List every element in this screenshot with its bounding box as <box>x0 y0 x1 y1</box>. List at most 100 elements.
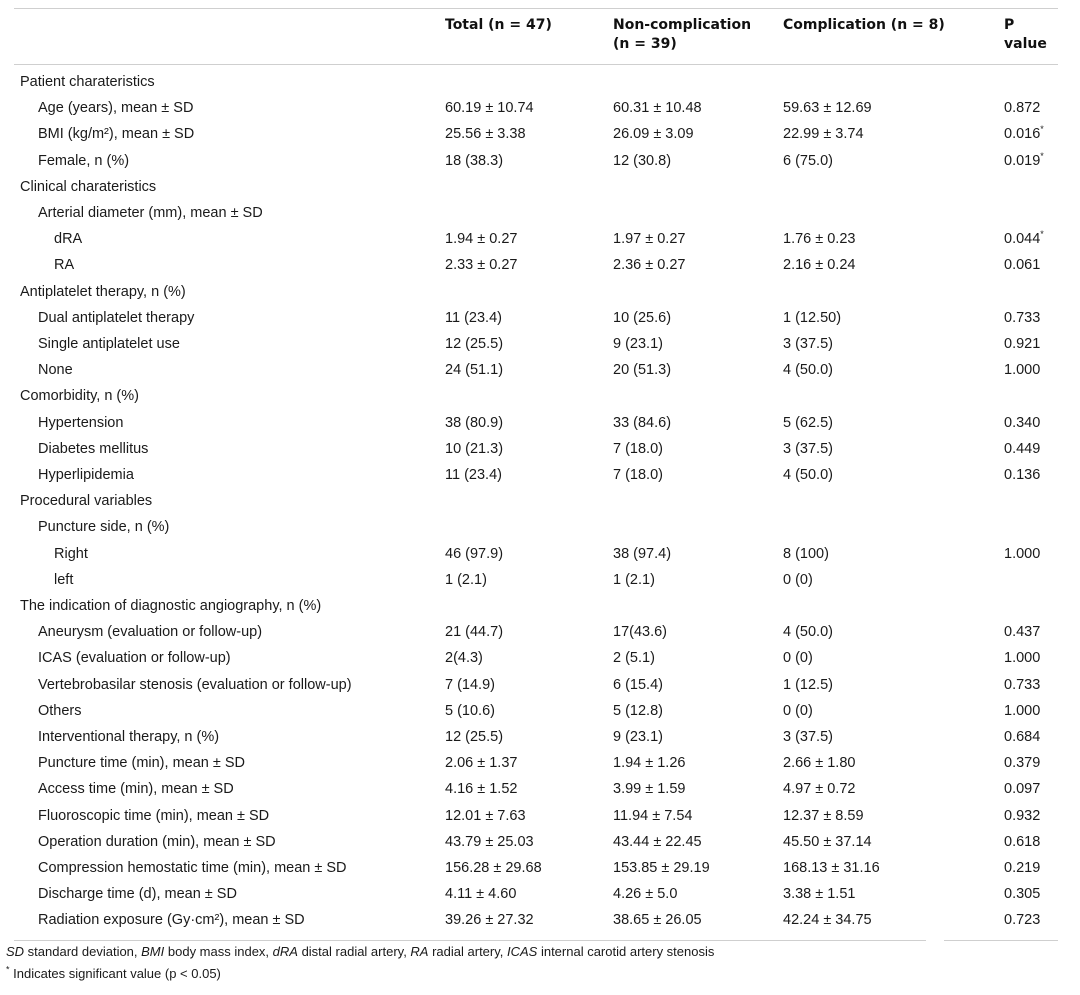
cell-value: 0.305 <box>1004 886 1041 903</box>
table-row: Hypertension 38 (80.9) 33 (84.6) 5 (62.5) 0.… <box>14 410 1058 436</box>
cell-value: 11.94 ± 7.54 <box>613 807 693 824</box>
cell-total: 4.16 ± 1.52 <box>445 776 517 802</box>
row-label: Dual antiplatelet therapy <box>38 309 195 326</box>
table-row: Access time (min), mean ± SD 4.16 ± 1.52 3… <box>14 776 1058 802</box>
cell-value: 38 (97.4) <box>613 545 672 562</box>
table-row: Clinical charateristics <box>14 174 1058 200</box>
cell-value: 10 (21.3) <box>445 440 504 457</box>
cell-value: 156.28 ± 29.68 <box>445 860 542 876</box>
table-row: Operation duration (min), mean ± SD 43.79… <box>14 829 1058 855</box>
cell-total: 7 (14.9) <box>445 672 495 698</box>
cell-value: 3 (37.5) <box>783 729 833 745</box>
cell-value: 25.56 ± 3.38 <box>445 126 526 143</box>
table-row: Fluoroscopic time (min), mean ± SD 12.01 … <box>14 803 1058 829</box>
cell-value: 0.097 <box>1004 781 1041 798</box>
cell-value: 0.136 <box>1004 467 1041 483</box>
cell-non: 10 (25.6) <box>613 305 671 331</box>
cell-comp: 2.66 ± 1.80 <box>783 750 855 776</box>
row-label: ICAS (evaluation or follow-up) <box>38 650 231 667</box>
cell-value: 6 (15.4) <box>613 676 663 693</box>
cell-p: 0.061 <box>1004 252 1040 278</box>
cell-non: 43.44 ± 22.45 <box>613 829 702 855</box>
cell-comp: 4.97 ± 0.72 <box>783 776 855 802</box>
cell-value: 39.26 ± 27.32 <box>445 912 534 929</box>
abbreviation-definition: distal radial artery, <box>297 944 411 959</box>
cell-value: 0.437 <box>1004 624 1041 641</box>
cell-comp: 3 (37.5) <box>783 436 833 462</box>
row-label: Antiplatelet therapy, n (%) <box>20 283 186 300</box>
cell-value: 0.872 <box>1004 100 1041 117</box>
cell-value: 1.000 <box>1004 702 1041 719</box>
abbreviation: RA <box>410 944 429 959</box>
cell-comp: 0 (0) <box>783 645 813 671</box>
table-row: Procedural variables <box>14 488 1058 514</box>
cell-value: 10 (25.6) <box>613 309 672 326</box>
cell-p: 0.932 <box>1004 803 1040 829</box>
cell-value: 1 (12.5) <box>783 676 833 693</box>
row-label: Puncture side, n (%) <box>38 519 170 536</box>
row-label: Procedural variables <box>20 493 153 510</box>
abbreviation-definition: internal carotid artery stenosis <box>537 944 715 959</box>
table-row: Puncture side, n (%) <box>14 514 1058 540</box>
row-label: Access time (min), mean ± SD <box>38 781 234 798</box>
cell-non: 38 (97.4) <box>613 541 671 567</box>
cell-total: 25.56 ± 3.38 <box>445 121 526 147</box>
cell-value: 153.85 ± 29.19 <box>613 860 710 876</box>
cell-value: 2.16 ± 0.24 <box>783 257 856 274</box>
cell-value: 59.63 ± 12.69 <box>783 100 872 117</box>
table-row: RA 2.33 ± 0.27 2.36 ± 0.27 2.16 ± 0.24 0.061 <box>14 252 1058 278</box>
cell-value: 4 (50.0) <box>783 362 833 379</box>
table-row: Aneurysm (evaluation or follow-up) 21 (44… <box>14 619 1058 645</box>
cell-value: 24 (51.1) <box>445 362 504 379</box>
cell-value: 38.65 ± 26.05 <box>613 912 702 929</box>
cell-value: 0 (0) <box>783 702 813 719</box>
cell-total: 39.26 ± 27.32 <box>445 907 534 933</box>
cell-comp: 168.13 ± 31.16 <box>783 855 880 881</box>
cell-value: 4.11 ± 4.60 <box>445 886 517 903</box>
cell-value: 1.94 ± 0.27 <box>445 231 518 248</box>
row-label: Age (years), mean ± SD <box>38 100 194 117</box>
cell-comp: 45.50 ± 37.14 <box>783 829 872 855</box>
cell-value: 0 (0) <box>783 571 813 588</box>
cell-total: 2.06 ± 1.37 <box>445 750 517 776</box>
cell-total: 156.28 ± 29.68 <box>445 855 542 881</box>
table-row: Discharge time (d), mean ± SD 4.11 ± 4.60… <box>14 881 1058 907</box>
table-row: Others 5 (10.6) 5 (12.8) 0 (0) 1.000 <box>14 698 1058 724</box>
cell-value: 12 (25.5) <box>445 729 504 745</box>
row-label: Vertebrobasilar stenosis (evaluation or … <box>38 676 352 693</box>
table-row: Radiation exposure (Gy·cm²), mean ± SD 39… <box>14 907 1058 933</box>
cell-value: 9 (23.1) <box>613 729 663 745</box>
table-row: ICAS (evaluation or follow-up) 2(4.3) 2 (5… <box>14 645 1058 671</box>
header-non-complication: Non-complication (n = 39) <box>613 16 751 54</box>
table-row: Compression hemostatic time (min), mean … <box>14 855 1058 881</box>
cell-total: 21 (44.7) <box>445 619 503 645</box>
cell-p: 0.019* <box>1004 148 1044 174</box>
cell-p: 0.340 <box>1004 410 1040 436</box>
cell-value: 7 (14.9) <box>445 676 495 693</box>
row-label: Hypertension <box>38 414 124 431</box>
cell-value: 0.921 <box>1004 336 1041 352</box>
cell-value: 0.733 <box>1004 309 1041 326</box>
significance-mark: * <box>1040 124 1044 135</box>
cell-total: 10 (21.3) <box>445 436 503 462</box>
footnote-asterisk: * <box>6 964 10 975</box>
cell-value: 1.94 ± 1.26 <box>613 755 686 772</box>
cell-total: 11 (23.4) <box>445 462 502 488</box>
cell-value: 0.061 <box>1004 257 1041 274</box>
row-label: Operation duration (min), mean ± SD <box>38 833 276 850</box>
cell-total: 2.33 ± 0.27 <box>445 252 517 278</box>
cell-value: 1 (2.1) <box>613 571 655 588</box>
cell-comp: 3.38 ± 1.51 <box>783 881 855 907</box>
cell-value: 4.16 ± 1.52 <box>445 781 518 798</box>
cell-non: 1.97 ± 0.27 <box>613 226 685 252</box>
cell-non: 2 (5.1) <box>613 645 655 671</box>
cell-comp: 12.37 ± 8.59 <box>783 803 864 829</box>
significance-mark: * <box>1040 229 1044 240</box>
cell-non: 11.94 ± 7.54 <box>613 803 692 829</box>
cell-non: 5 (12.8) <box>613 698 663 724</box>
cell-comp: 3 (37.5) <box>783 724 833 750</box>
row-label: Radiation exposure (Gy·cm²), mean ± SD <box>38 912 305 929</box>
cell-non: 9 (23.1) <box>613 331 663 357</box>
cell-value: 0.723 <box>1004 912 1041 929</box>
cell-value: 11 (23.4) <box>445 467 502 483</box>
